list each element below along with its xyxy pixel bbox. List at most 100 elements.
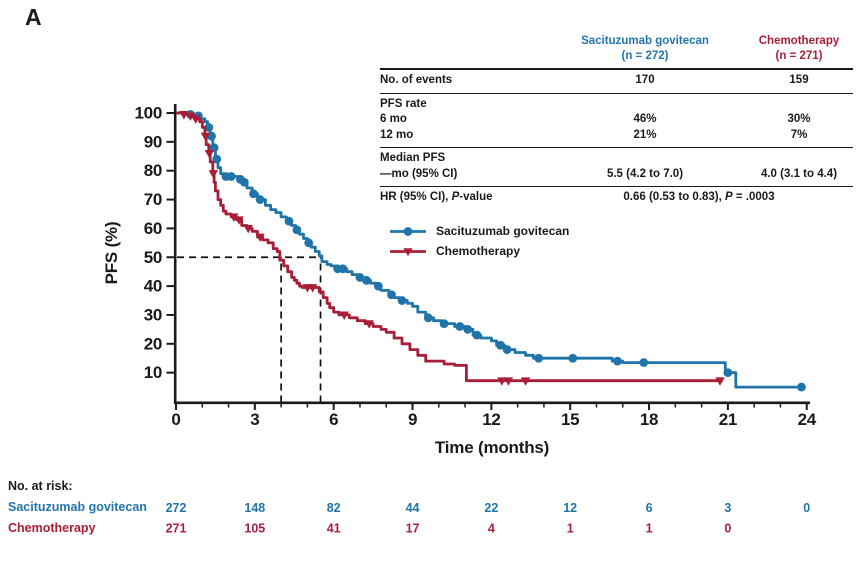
censor-marker-circle (613, 356, 622, 366)
censor-marker-circle (387, 290, 396, 300)
at-risk-value: 12 (563, 501, 577, 515)
pfs-12mo-value-chemotherapy: 7% (790, 128, 808, 141)
censor-marker-circle (255, 195, 265, 204)
censor-marker-circle (226, 172, 236, 181)
censor-marker-circle (249, 189, 258, 199)
y-tick-label: 100 (135, 104, 162, 123)
hr-label-pre: HR (95% CI), (380, 191, 452, 203)
hr-label-post: -value (459, 191, 493, 203)
legend-circle-icon (403, 226, 413, 236)
censor-marker-circle (212, 154, 222, 164)
y-tick-label: 60 (144, 219, 162, 238)
y-tick-label: 10 (144, 363, 162, 382)
panel-label: A (25, 4, 42, 30)
censor-marker-circle (362, 275, 371, 285)
y-tick-label: 50 (144, 248, 162, 267)
censor-marker-triangle (204, 149, 215, 159)
at-risk-value: 148 (244, 501, 265, 515)
median-pfs-label-line2: —mo (95% CI) (380, 167, 458, 180)
pfs-6mo-row: 6 mo 46% 30% (380, 112, 853, 128)
events-value-chemotherapy: 159 (789, 74, 809, 86)
censor-marker-circle (568, 353, 578, 363)
hr-label: HR (95% CI), P-value (380, 190, 545, 206)
hr-value-post: = .0003 (732, 191, 775, 203)
pfs-12mo-label: 12 mo (380, 128, 414, 141)
events-label: No. of events (380, 74, 453, 86)
censor-marker-triangle (503, 377, 514, 386)
column-header-chemotherapy-n: (n = 271) (775, 49, 823, 62)
legend-marker-sacituzumab (390, 226, 426, 236)
x-tick-label: 9 (408, 410, 417, 429)
stats-table-header-row: Sacituzumab govitecan (n = 272) Chemothe… (380, 34, 853, 68)
at-risk-label-sacituzumab: Sacituzumab govitecan (8, 500, 147, 514)
censor-marker-triangle (185, 112, 196, 121)
legend-item-chemotherapy: Chemotherapy (388, 241, 569, 261)
censor-marker-circle (723, 368, 733, 378)
censor-marker-circle (439, 319, 449, 329)
legend-label-sacituzumab: Sacituzumab govitecan (436, 224, 570, 238)
censor-marker-circle (534, 353, 544, 363)
hr-label-p: P (451, 191, 460, 203)
at-risk-value: 105 (244, 522, 265, 536)
hr-row: HR (95% CI), P-value 0.66 (0.53 to 0.83)… (380, 186, 853, 210)
pfs-rate-spacer1 (545, 97, 745, 113)
x-axis-title: Time (months) (434, 438, 550, 457)
pfs-6mo-value-sacituzumab: 46% (633, 113, 657, 125)
censor-marker-triangle (191, 115, 201, 124)
censor-marker-circle (423, 313, 433, 323)
censor-marker-circle (304, 238, 314, 248)
at-risk-value: 1 (567, 522, 574, 536)
legend: Sacituzumab govitecan Chemotherapy (388, 221, 569, 261)
pfs-rate-section: PFS rate 6 mo 46% 30% 12 mo 21% 7% (380, 92, 853, 148)
y-tick-label: 30 (144, 305, 162, 324)
censor-marker-triangle (364, 320, 374, 329)
y-tick-label: 80 (144, 161, 162, 180)
column-header-sacituzumab-name: Sacituzumab govitecan (581, 35, 709, 47)
at-risk-value: 0 (724, 522, 731, 536)
at-risk-value: 4 (488, 522, 495, 536)
legend-label-chemotherapy: Chemotherapy (436, 244, 521, 258)
censor-marker-circle (502, 345, 512, 354)
column-header-sacituzumab-n: (n = 272) (621, 49, 669, 62)
y-tick-label: 90 (144, 132, 162, 151)
at-risk-value: 1 (646, 522, 653, 536)
censor-marker-circle (284, 216, 294, 226)
at-risk-title: No. at risk: (8, 479, 73, 493)
x-tick-label: 12 (482, 410, 500, 429)
pfs-6mo-value-chemotherapy: 30% (787, 113, 811, 125)
median-pfs-value-chemotherapy: 4.0 (3.1 to 4.4) (760, 167, 838, 180)
column-header-sacituzumab: Sacituzumab govitecan (n = 272) (545, 34, 745, 63)
censor-marker-circle (209, 143, 219, 153)
censor-marker-circle (239, 177, 249, 187)
censor-marker-circle (355, 273, 365, 282)
y-tick-label: 40 (144, 277, 162, 296)
at-risk-value: 3 (724, 501, 731, 515)
censor-marker-circle (472, 330, 482, 340)
column-header-chemotherapy-name: Chemotherapy (758, 35, 840, 47)
hr-value-pre: 0.66 (0.53 to 0.83), (623, 191, 726, 203)
at-risk-value: 44 (406, 501, 420, 515)
hr-value-p: P (725, 191, 733, 203)
x-tick-label: 18 (640, 410, 658, 429)
pfs-rate-label: PFS rate (380, 97, 427, 110)
column-header-chemotherapy: Chemotherapy (n = 271) (745, 34, 853, 63)
x-tick-label: 21 (719, 410, 737, 429)
censor-marker-circle (397, 296, 407, 305)
censor-marker-triangle (497, 377, 507, 386)
at-risk-value: 272 (166, 501, 187, 515)
pfs-rate-spacer2 (745, 97, 853, 113)
legend-marker-chemotherapy (390, 247, 426, 256)
x-tick-label: 6 (329, 410, 338, 429)
censor-marker-circle (463, 324, 473, 334)
at-risk-value: 0 (803, 501, 810, 515)
median-pfs-label: Median PFS —mo (95% CI) (380, 151, 545, 182)
median-pfs-label-line1: Median PFS (380, 152, 446, 164)
pfs-12mo-row: 12 mo 21% 7% (380, 128, 853, 144)
km-curve-chemotherapy (176, 111, 723, 383)
legend-item-sacituzumab: Sacituzumab govitecan (388, 221, 569, 241)
x-tick-label: 0 (171, 410, 180, 429)
censor-marker-triangle (200, 132, 211, 142)
censor-marker-triangle (229, 213, 239, 222)
at-risk-value: 6 (646, 501, 653, 515)
